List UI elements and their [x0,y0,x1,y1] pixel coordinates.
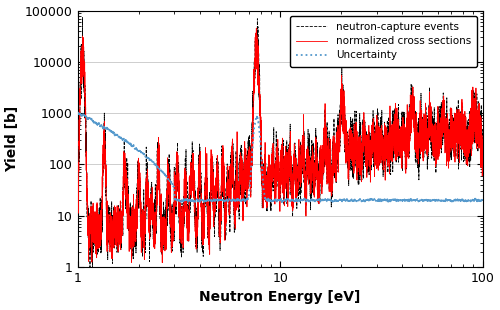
Line: normalized cross sections: normalized cross sections [78,28,482,263]
Legend: neutron-capture events, normalized cross sections, Uncertainty: neutron-capture events, normalized cross… [290,16,478,67]
normalized cross sections [230,164,235,168]
neutron-capture events [480,165,486,169]
Uncertainty [148,159,154,163]
X-axis label: Neutron Energy [eV]: Neutron Energy [eV] [200,290,361,304]
Uncertainty [294,200,300,204]
Uncertainty [230,198,235,202]
neutron-capture events [408,113,414,117]
Y-axis label: Yield [b]: Yield [b] [6,106,20,172]
Uncertainty [480,197,486,201]
neutron-capture events [230,148,235,152]
normalized cross sections [377,133,383,136]
normalized cross sections [480,159,486,162]
normalized cross sections [338,109,344,113]
neutron-capture events [80,16,86,20]
normalized cross sections [408,108,414,112]
Uncertainty [338,198,344,202]
normalized cross sections [75,190,81,193]
normalized cross sections [148,212,154,216]
neutron-capture events [75,209,81,213]
Line: neutron-capture events: neutron-capture events [78,18,482,267]
normalized cross sections [160,261,166,264]
Line: Uncertainty: Uncertainty [78,113,482,202]
neutron-capture events [87,265,93,269]
Uncertainty [377,199,383,202]
Uncertainty [408,197,414,201]
normalized cross sections [318,174,324,178]
normalized cross sections [254,26,260,30]
Uncertainty [318,198,324,202]
neutron-capture events [338,112,344,116]
Uncertainty [75,111,81,114]
neutron-capture events [148,197,154,201]
neutron-capture events [377,136,383,140]
neutron-capture events [318,162,324,166]
